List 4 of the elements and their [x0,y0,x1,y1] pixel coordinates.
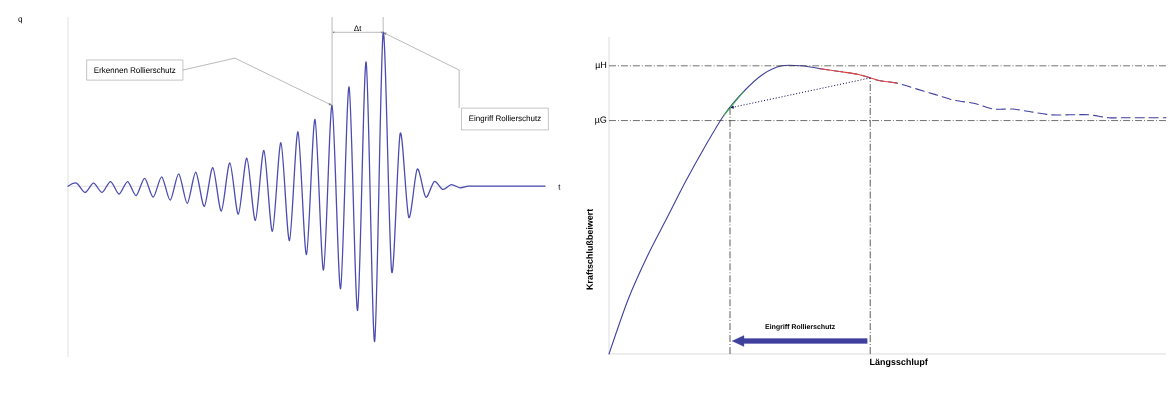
ref-line-label: µG [595,116,607,125]
ref-line-label: µH [595,61,607,70]
x-axis-title: Längsschlupf [870,358,928,367]
y-axis-title: Kraftschlußbeiwert [586,208,593,290]
